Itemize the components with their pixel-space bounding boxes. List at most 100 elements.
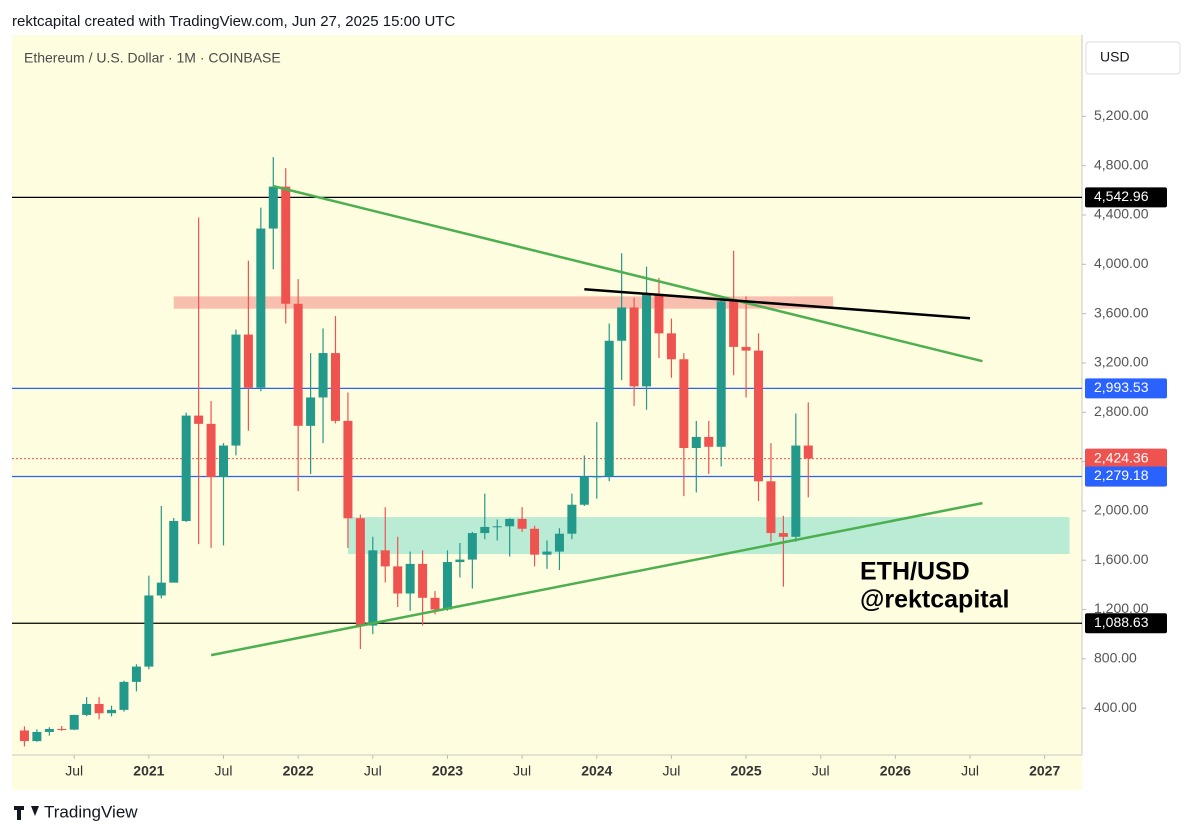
candle-body <box>455 559 465 563</box>
candle-body <box>405 563 415 594</box>
zone <box>173 296 834 309</box>
candle-body <box>803 445 813 459</box>
x-tick-label: Jul <box>364 763 382 779</box>
x-tick-label: 2027 <box>1029 763 1060 779</box>
footer: TradingView <box>44 802 138 821</box>
candle-body <box>355 518 365 626</box>
candle-body <box>144 595 154 667</box>
candle-body <box>604 340 614 477</box>
candle-body <box>492 526 502 528</box>
candle-body <box>181 415 191 521</box>
level-label-box <box>1085 613 1167 634</box>
candle-body <box>579 476 589 505</box>
candle-body <box>704 436 714 447</box>
candle-body <box>442 562 452 610</box>
level-label: 2,993.53 <box>1094 379 1149 395</box>
x-tick-label: Jul <box>812 763 830 779</box>
candle-body <box>729 301 739 347</box>
trendline <box>210 501 983 657</box>
candle-body <box>554 533 564 552</box>
candle-body <box>44 728 54 732</box>
candle-body <box>82 703 92 715</box>
candle-body <box>480 526 490 534</box>
candle-body <box>679 359 689 449</box>
y-tick-label: 800.00 <box>1094 650 1137 666</box>
candle-body <box>268 186 278 229</box>
candle-body <box>716 301 726 447</box>
candle-body <box>318 353 328 398</box>
candle-body <box>642 293 652 387</box>
candle-body <box>766 481 776 534</box>
chart-title: Ethereum / U.S. Dollar · 1M · COINBASE <box>24 50 281 66</box>
candle-body <box>418 563 428 598</box>
candle-body <box>57 728 67 730</box>
level-label-box <box>1085 187 1167 208</box>
candle-body <box>380 550 390 567</box>
level-label: 4,542.96 <box>1094 188 1149 204</box>
level-label-box <box>1085 378 1167 399</box>
candle-body <box>169 521 179 583</box>
candle-body <box>69 714 79 730</box>
candle-body <box>281 186 291 304</box>
plot-background <box>12 35 1082 790</box>
annotation: ETH/USD <box>860 558 970 586</box>
candle-body <box>94 703 104 714</box>
candle-body <box>741 346 751 351</box>
currency-label: USD <box>1100 49 1130 65</box>
candle-body <box>107 709 117 714</box>
candle-body <box>567 504 577 534</box>
candle-body <box>592 476 602 478</box>
candle-body <box>231 334 241 446</box>
level-label-box <box>1085 466 1167 487</box>
x-tick-label: 2023 <box>432 763 463 779</box>
y-tick-label: 5,200.00 <box>1094 107 1149 123</box>
candle-body <box>542 551 552 555</box>
candle-body <box>256 228 266 388</box>
candle-body <box>691 436 701 449</box>
x-tick-label: Jul <box>662 763 680 779</box>
x-tick-label: 2025 <box>730 763 761 779</box>
candle-body <box>194 415 204 424</box>
candle-body <box>206 423 216 478</box>
y-tick-label: 1,600.00 <box>1094 551 1149 567</box>
y-tick-label: 400.00 <box>1094 699 1137 715</box>
candle-body <box>778 533 788 537</box>
candle-body <box>330 353 340 421</box>
candle-body <box>293 303 303 426</box>
logo <box>14 806 39 820</box>
candle-body <box>19 730 29 742</box>
y-tick-label: 3,200.00 <box>1094 354 1149 370</box>
currency-box[interactable] <box>1085 41 1181 75</box>
zone <box>347 517 1070 555</box>
candle-body <box>119 681 129 710</box>
candle-body <box>629 307 639 387</box>
candle-body <box>467 533 477 560</box>
x-tick-label: 2026 <box>880 763 911 779</box>
candle-body <box>754 350 764 482</box>
candle-body <box>32 731 42 742</box>
y-tick-label: 4,800.00 <box>1094 156 1149 172</box>
x-tick-label: Jul <box>65 763 83 779</box>
candle-body <box>430 597 440 610</box>
candle-body <box>505 518 515 527</box>
x-tick-label: Jul <box>215 763 233 779</box>
plot-area <box>12 157 1082 747</box>
y-tick-label: 4,000.00 <box>1094 255 1149 271</box>
y-tick-label: 3,600.00 <box>1094 304 1149 320</box>
y-tick-label: 4,400.00 <box>1094 206 1149 222</box>
candle-body <box>666 333 676 360</box>
candle-body <box>156 582 166 596</box>
candle-body <box>530 528 540 555</box>
level-label: 2,424.36 <box>1094 449 1149 465</box>
candle-body <box>131 666 141 682</box>
x-tick-label: 2024 <box>581 763 612 779</box>
candle-body <box>617 307 627 341</box>
candle-body <box>393 566 403 594</box>
candle-body <box>654 293 664 334</box>
x-tick-label: 2021 <box>133 763 164 779</box>
trendline <box>584 287 971 320</box>
x-tick-label: Jul <box>961 763 979 779</box>
y-tick-label: 2,800.00 <box>1094 403 1149 419</box>
header: rektcapital created with TradingView.com… <box>12 13 455 30</box>
